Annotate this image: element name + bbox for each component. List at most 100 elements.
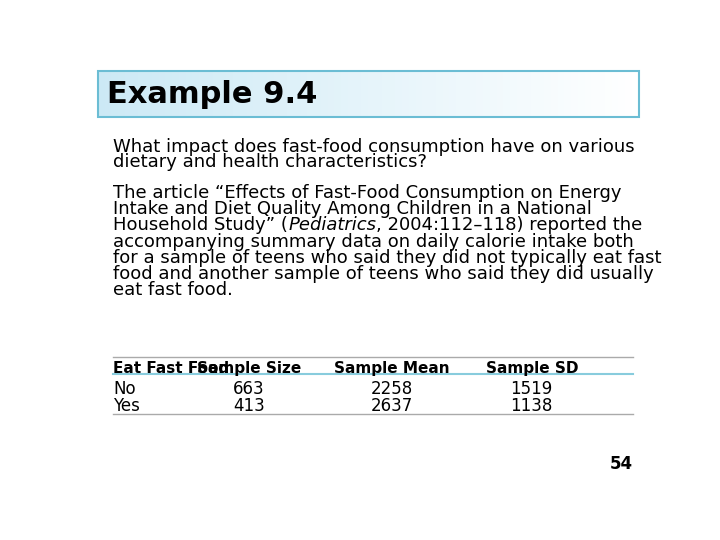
Bar — [382, 71, 390, 117]
Text: Eat Fast Food: Eat Fast Food — [113, 361, 230, 376]
Bar — [375, 71, 382, 117]
Bar — [240, 71, 247, 117]
Bar — [98, 71, 639, 117]
Bar — [112, 71, 119, 117]
Bar — [98, 71, 105, 117]
Text: dietary and health characteristics?: dietary and health characteristics? — [113, 153, 427, 171]
Bar — [253, 71, 261, 117]
Text: Pediatrics: Pediatrics — [288, 217, 376, 234]
Bar — [409, 71, 416, 117]
Bar — [260, 71, 268, 117]
Text: Intake and Diet Quality Among Children in a National: Intake and Diet Quality Among Children i… — [113, 200, 592, 218]
Bar — [212, 71, 220, 117]
Bar — [199, 71, 207, 117]
Text: 1519: 1519 — [510, 381, 553, 399]
Text: food and another sample of teens who said they did usually: food and another sample of teens who sai… — [113, 265, 654, 283]
Text: for a sample of teens who said they did not typically eat fast: for a sample of teens who said they did … — [113, 249, 662, 267]
Text: eat fast food.: eat fast food. — [113, 281, 233, 299]
Text: Yes: Yes — [113, 397, 140, 415]
Bar — [301, 71, 308, 117]
Bar — [578, 71, 585, 117]
Text: 54: 54 — [609, 455, 632, 473]
Bar — [490, 71, 498, 117]
Bar — [503, 71, 511, 117]
Bar — [625, 71, 633, 117]
Bar — [612, 71, 619, 117]
Bar — [395, 71, 402, 117]
Bar — [618, 71, 626, 117]
Bar — [355, 71, 362, 117]
Bar — [314, 71, 322, 117]
Bar — [348, 71, 356, 117]
Bar — [125, 71, 132, 117]
Bar — [463, 71, 470, 117]
Bar — [192, 71, 200, 117]
Bar — [423, 71, 430, 117]
Bar — [368, 71, 376, 117]
Bar — [483, 71, 491, 117]
Text: , 2004:112–118) reported the: , 2004:112–118) reported the — [376, 217, 642, 234]
Bar — [334, 71, 342, 117]
Text: 2637: 2637 — [371, 397, 413, 415]
Text: Sample SD: Sample SD — [485, 361, 578, 376]
Bar — [206, 71, 213, 117]
Bar — [571, 71, 579, 117]
Bar — [632, 71, 639, 117]
Bar — [138, 71, 146, 117]
Bar — [443, 71, 450, 117]
Bar — [179, 71, 186, 117]
Text: Sample Size: Sample Size — [197, 361, 301, 376]
Bar — [557, 71, 565, 117]
Bar — [389, 71, 396, 117]
Bar — [145, 71, 153, 117]
Bar — [429, 71, 436, 117]
Bar — [294, 71, 302, 117]
Bar — [361, 71, 369, 117]
Bar — [152, 71, 159, 117]
Bar — [605, 71, 613, 117]
Bar — [341, 71, 348, 117]
Bar — [415, 71, 423, 117]
Bar — [104, 71, 112, 117]
Text: No: No — [113, 381, 136, 399]
Bar — [186, 71, 193, 117]
Bar — [307, 71, 315, 117]
Text: 1138: 1138 — [510, 397, 553, 415]
Bar — [220, 71, 227, 117]
Bar — [246, 71, 254, 117]
Bar — [436, 71, 444, 117]
Bar — [510, 71, 518, 117]
Bar — [469, 71, 477, 117]
Bar — [497, 71, 504, 117]
Bar — [477, 71, 484, 117]
Bar — [598, 71, 606, 117]
Text: 663: 663 — [233, 381, 265, 399]
Bar — [118, 71, 125, 117]
Bar — [591, 71, 599, 117]
Bar — [267, 71, 274, 117]
Bar — [166, 71, 173, 117]
Text: Household Study” (: Household Study” ( — [113, 217, 288, 234]
Text: 413: 413 — [233, 397, 265, 415]
Text: The article “Effects of Fast-Food Consumption on Energy: The article “Effects of Fast-Food Consum… — [113, 184, 622, 202]
Bar — [517, 71, 525, 117]
Bar — [172, 71, 180, 117]
Text: accompanying summary data on daily calorie intake both: accompanying summary data on daily calor… — [113, 233, 634, 251]
Text: 2258: 2258 — [371, 381, 413, 399]
Bar — [544, 71, 552, 117]
Text: Sample Mean: Sample Mean — [334, 361, 450, 376]
Bar — [233, 71, 240, 117]
Bar — [274, 71, 281, 117]
Bar — [531, 71, 538, 117]
Bar — [287, 71, 294, 117]
Bar — [551, 71, 558, 117]
Bar — [456, 71, 464, 117]
Text: What impact does fast-food consumption have on various: What impact does fast-food consumption h… — [113, 138, 635, 156]
Text: Example 9.4: Example 9.4 — [107, 79, 318, 109]
Bar — [158, 71, 166, 117]
Bar — [226, 71, 234, 117]
Bar — [537, 71, 545, 117]
Bar — [280, 71, 288, 117]
Bar — [523, 71, 531, 117]
Bar — [321, 71, 328, 117]
